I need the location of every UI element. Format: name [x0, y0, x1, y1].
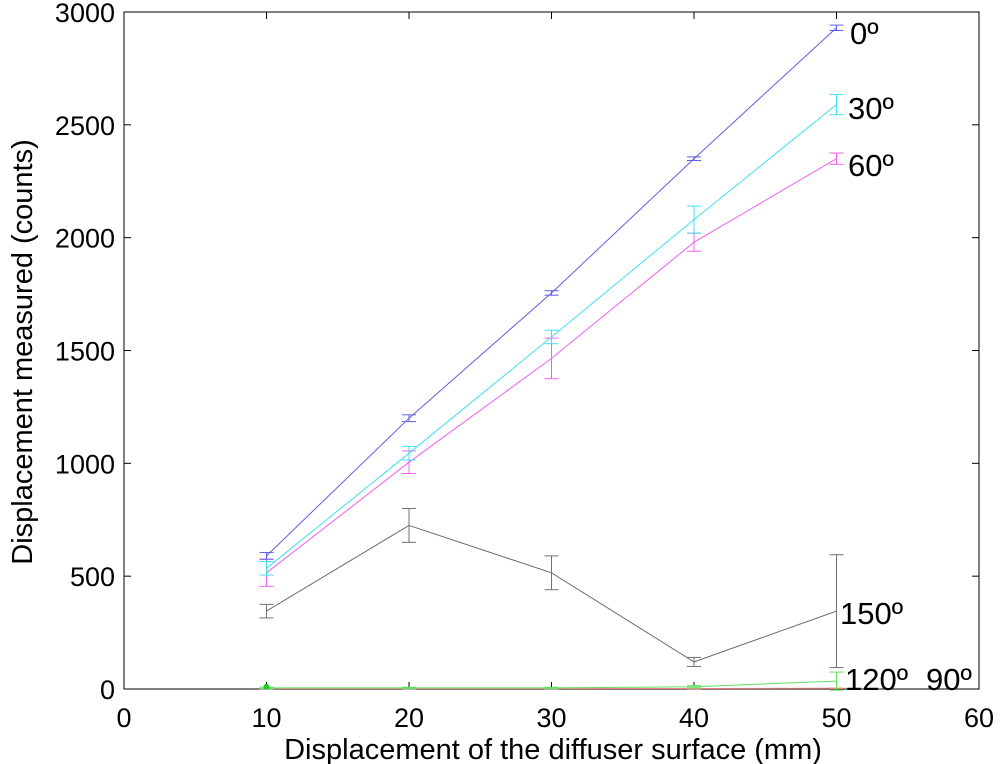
error-bar	[402, 686, 416, 690]
y-tick-label: 3000	[55, 0, 115, 28]
series-label: 30º	[848, 91, 894, 126]
error-bar	[544, 555, 559, 591]
y-axis-ticks: 0 500 1000 1500 2000 2500 3000	[55, 0, 979, 705]
x-axis-ticks: 0 10 20 30 40 50 60	[116, 12, 994, 733]
x-axis-label: Displacement of the diffuser surface (mm…	[284, 734, 822, 764]
y-tick-label: 2000	[55, 224, 115, 254]
series-label: 150º	[840, 596, 903, 631]
series-label: 90º	[926, 662, 972, 697]
error-bar	[544, 686, 559, 690]
series-layer	[259, 24, 844, 691]
error-bar	[544, 329, 559, 345]
error-bar	[829, 671, 844, 691]
error-bar	[259, 551, 274, 560]
x-tick-label: 60	[964, 703, 994, 733]
error-bar	[687, 205, 701, 234]
error-bar	[687, 685, 701, 689]
y-tick-label: 2500	[55, 111, 115, 141]
error-bar	[259, 560, 274, 576]
error-bar	[687, 156, 701, 161]
series-4	[259, 671, 844, 691]
error-bar	[402, 414, 416, 423]
series-label: 60º	[848, 148, 894, 183]
x-tick-label: 20	[394, 703, 424, 733]
series-0	[259, 24, 844, 560]
y-tick-label: 1000	[55, 449, 115, 479]
x-tick-label: 30	[536, 703, 566, 733]
x-tick-label: 40	[679, 703, 709, 733]
error-bar	[402, 445, 416, 461]
data-point-marker	[263, 683, 270, 690]
error-bar	[829, 554, 844, 669]
error-bar	[259, 603, 274, 619]
y-tick-label: 500	[70, 562, 115, 592]
series-labels: 0º 30º 60º 150º 120º 90º	[840, 16, 972, 697]
x-tick-label: 10	[251, 703, 281, 733]
x-tick-label: 0	[116, 703, 131, 733]
series-3	[259, 507, 844, 669]
error-bar	[829, 152, 844, 165]
error-bar	[544, 290, 559, 296]
series-label: 120º	[845, 662, 908, 697]
error-bar	[402, 507, 416, 543]
series-1	[259, 93, 844, 576]
x-tick-label: 50	[821, 703, 851, 733]
y-tick-label: 1500	[55, 337, 115, 367]
y-tick-label: 0	[100, 675, 115, 705]
error-bar	[687, 656, 701, 667]
error-bar	[829, 24, 844, 32]
series-label: 0º	[850, 16, 879, 51]
y-axis-label: Displacement measured (counts)	[7, 139, 39, 565]
error-bar	[829, 93, 844, 116]
